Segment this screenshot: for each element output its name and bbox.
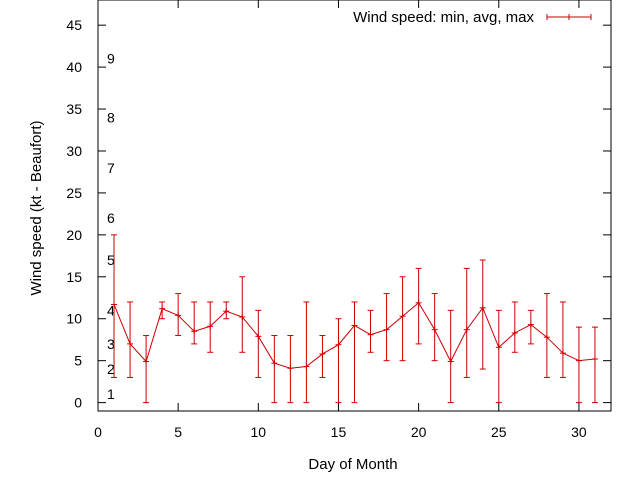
beaufort-label: 6 [107, 210, 115, 226]
error-bar [271, 335, 278, 404]
data-point [127, 340, 134, 347]
beaufort-label: 5 [107, 252, 115, 268]
beaufort-labels: 1 2 3 4 5 6 7 8 9 [107, 51, 115, 403]
error-bar [351, 301, 358, 404]
data-point [143, 358, 150, 365]
data-point [415, 299, 422, 306]
beaufort-label: 7 [107, 160, 115, 176]
beaufort-label: 9 [107, 51, 115, 67]
x-tick-label: 10 [251, 424, 267, 440]
data-point [463, 326, 470, 333]
x-tick-label: 15 [331, 424, 347, 440]
beaufort-label: 8 [107, 109, 115, 125]
y-tick-label: 10 [66, 311, 82, 327]
data-point [431, 326, 438, 333]
data-point [175, 312, 182, 319]
error-bar [511, 301, 518, 353]
data-point [287, 365, 294, 372]
plot-area [111, 234, 598, 404]
y-tick-label: 35 [66, 101, 82, 117]
error-bar [255, 309, 262, 378]
beaufort-label: 2 [107, 361, 115, 377]
data-point [271, 360, 278, 367]
beaufort-label: 1 [107, 386, 115, 402]
error-bar [447, 309, 454, 404]
data-point [223, 308, 230, 315]
error-bar [575, 326, 582, 404]
data-point [479, 304, 486, 311]
data-point [511, 329, 518, 336]
error-bar [463, 267, 470, 378]
data-point [559, 350, 566, 357]
error-bar [335, 318, 342, 404]
data-point [191, 328, 198, 335]
data-point [111, 301, 118, 308]
plot-frame [97, 0, 612, 412]
error-bar [495, 309, 502, 404]
y-tick-label: 45 [66, 17, 82, 33]
data-point [239, 314, 246, 321]
data-point [575, 357, 582, 364]
data-point [495, 344, 502, 351]
error-bar [303, 301, 310, 404]
data-point [383, 326, 390, 333]
y-tick-label: 25 [66, 185, 82, 201]
beaufort-label: 3 [107, 336, 115, 352]
data-point [335, 341, 342, 348]
x-tick-label: 5 [174, 424, 182, 440]
data-point [319, 350, 326, 357]
x-tick-label: 30 [571, 424, 587, 440]
error-bar [415, 267, 422, 345]
legend: Wind speed: min, avg, max [353, 9, 592, 26]
data-point [543, 334, 550, 341]
data-point [207, 323, 214, 330]
x-tick-label: 25 [491, 424, 507, 440]
error-bar [559, 301, 566, 378]
data-point [527, 321, 534, 328]
x-axis-label: Day of Month [308, 456, 397, 473]
y-tick-label: 40 [66, 59, 82, 75]
y-axis-label: Wind speed (kt - Beaufort) [28, 120, 45, 295]
error-bar [191, 301, 198, 345]
data-point [447, 358, 454, 365]
data-point [255, 333, 262, 340]
x-tick-label: 0 [94, 424, 102, 440]
legend-entry-label: Wind speed: min, avg, max [353, 9, 534, 26]
error-bar [591, 326, 598, 404]
error-bar [367, 309, 374, 353]
beaufort-label: 4 [107, 302, 115, 318]
data-point [351, 322, 358, 329]
error-bar [143, 335, 150, 404]
data-point [303, 363, 310, 370]
data-point [591, 355, 598, 362]
data-point [367, 331, 374, 338]
y-tick-label: 5 [74, 353, 82, 369]
error-bar [479, 259, 486, 370]
data-point [399, 313, 406, 320]
data-point [159, 305, 166, 312]
y-tick-label: 0 [74, 395, 82, 411]
x-tick-label: 20 [411, 424, 427, 440]
y-tick-label: 20 [66, 227, 82, 243]
y-tick-label: 30 [66, 143, 82, 159]
error-bar [127, 301, 134, 378]
y-tick-label: 15 [66, 269, 82, 285]
